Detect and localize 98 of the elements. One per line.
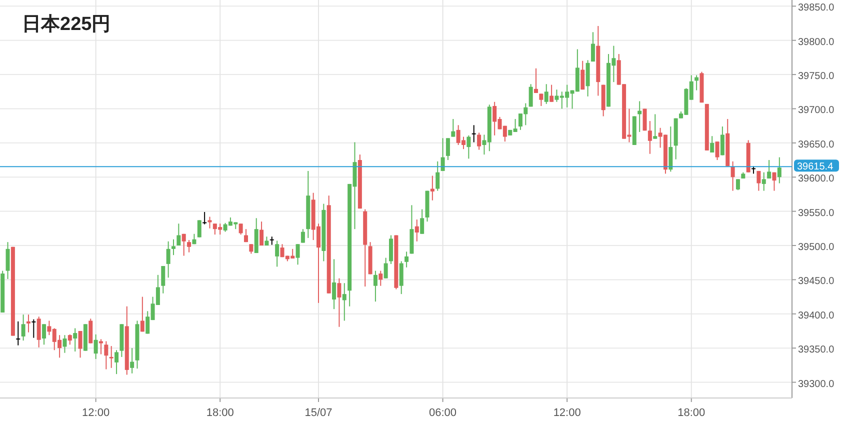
- candlestick: [98, 338, 103, 355]
- candlestick: [182, 233, 186, 256]
- candlestick: [296, 244, 300, 266]
- candlestick: [275, 240, 280, 268]
- y-tick-label: 39650.0: [798, 139, 835, 150]
- candlestick: [140, 296, 144, 332]
- candlestick: [767, 160, 772, 179]
- candlestick: [68, 334, 72, 346]
- candlestick: [332, 258, 336, 310]
- candlestick: [197, 220, 202, 238]
- candlestick: [446, 138, 450, 161]
- candlestick: [32, 318, 36, 338]
- candlestick: [254, 218, 258, 254]
- candlestick: [534, 68, 538, 94]
- candlestick: [528, 84, 533, 108]
- candlestick: [736, 178, 740, 191]
- candlestick: [171, 238, 176, 256]
- candlestick: [466, 134, 471, 160]
- y-tick-label: 39750.0: [798, 71, 835, 82]
- candlestick: [420, 208, 424, 234]
- candlestick: [208, 216, 212, 229]
- candlestick: [586, 60, 590, 97]
- candlestick: [249, 244, 254, 254]
- candlestick: [653, 114, 658, 140]
- candlestick: [161, 266, 166, 294]
- y-tick-label: 39850.0: [798, 2, 835, 14]
- candlestick: [300, 228, 305, 244]
- candlestick: [472, 124, 476, 143]
- candlestick: [78, 330, 82, 358]
- candlestick: [21, 314, 26, 342]
- candlestick: [62, 334, 67, 354]
- y-tick-label: 39500.0: [798, 242, 835, 253]
- candlestick: [166, 240, 170, 278]
- candlestick: [404, 251, 409, 268]
- candlestick: [430, 175, 434, 201]
- candlestick: [730, 160, 735, 192]
- candlestick: [104, 340, 108, 370]
- candlestick: [202, 211, 207, 225]
- ref-line-label: 39615.4: [797, 162, 834, 173]
- candlestick: [440, 138, 445, 172]
- candlestick: [451, 118, 456, 138]
- candlestick: [260, 221, 264, 246]
- candlestick: [777, 156, 782, 184]
- candlestick: [94, 334, 98, 360]
- candlestick: [270, 236, 274, 246]
- y-tick-label: 39600.0: [798, 174, 835, 185]
- candlestick: [130, 348, 134, 374]
- x-tick-label: 12:00: [553, 407, 581, 419]
- y-tick-label: 39400.0: [798, 310, 835, 322]
- candlestick: [580, 60, 585, 90]
- candlestick: [389, 234, 393, 264]
- candlestick: [414, 219, 419, 242]
- candlestick: [36, 316, 41, 348]
- candlestick: [642, 108, 647, 132]
- y-tick-label: 39550.0: [798, 208, 835, 219]
- candlestick: [109, 346, 114, 368]
- candlestick: [436, 160, 440, 192]
- candlestick: [720, 126, 724, 156]
- candlestick: [710, 136, 714, 153]
- candlestick: [378, 270, 383, 286]
- candlestick: [399, 260, 404, 295]
- candlestick: [715, 141, 720, 161]
- candlestick: [6, 242, 10, 280]
- candlestick: [550, 84, 554, 102]
- x-tick-label: 06:00: [429, 407, 457, 419]
- candlestick: [477, 132, 482, 150]
- candlestick: [373, 270, 378, 302]
- candlestick: [384, 257, 388, 279]
- candlestick: [244, 228, 248, 243]
- candlestick: [590, 32, 595, 62]
- candlestick: [756, 170, 761, 192]
- candlestick: [187, 240, 192, 253]
- text: 日本225円: [22, 13, 111, 35]
- candlestick: [668, 126, 673, 172]
- candlestick: [114, 350, 119, 375]
- candlestick: [73, 328, 78, 352]
- candlestick: [26, 314, 30, 333]
- y-tick-label: 39450.0: [798, 276, 835, 288]
- x-tick-label: 18:00: [206, 407, 234, 419]
- candlestick: [544, 84, 548, 104]
- candlestick: [88, 318, 93, 344]
- candlestick: [337, 278, 342, 328]
- y-tick-label: 39350.0: [798, 344, 835, 356]
- candlestick: [772, 172, 776, 192]
- x-tick-label: 18:00: [678, 407, 706, 419]
- candlestick: [42, 324, 46, 346]
- candlestick: [762, 172, 766, 192]
- candlestick: [539, 93, 544, 106]
- candlestick: [238, 223, 243, 236]
- candlestick: [16, 320, 20, 346]
- y-tick-label: 39300.0: [798, 378, 835, 390]
- y-tick-label: 39700.0: [798, 105, 835, 116]
- candlestick: [648, 120, 652, 154]
- x-tick-label: 12:00: [82, 407, 110, 419]
- x-tick-label: 15/07: [304, 407, 332, 419]
- candlestick: [176, 223, 181, 246]
- y-tick-label: 39800.0: [798, 36, 835, 48]
- candlestick: [342, 282, 346, 322]
